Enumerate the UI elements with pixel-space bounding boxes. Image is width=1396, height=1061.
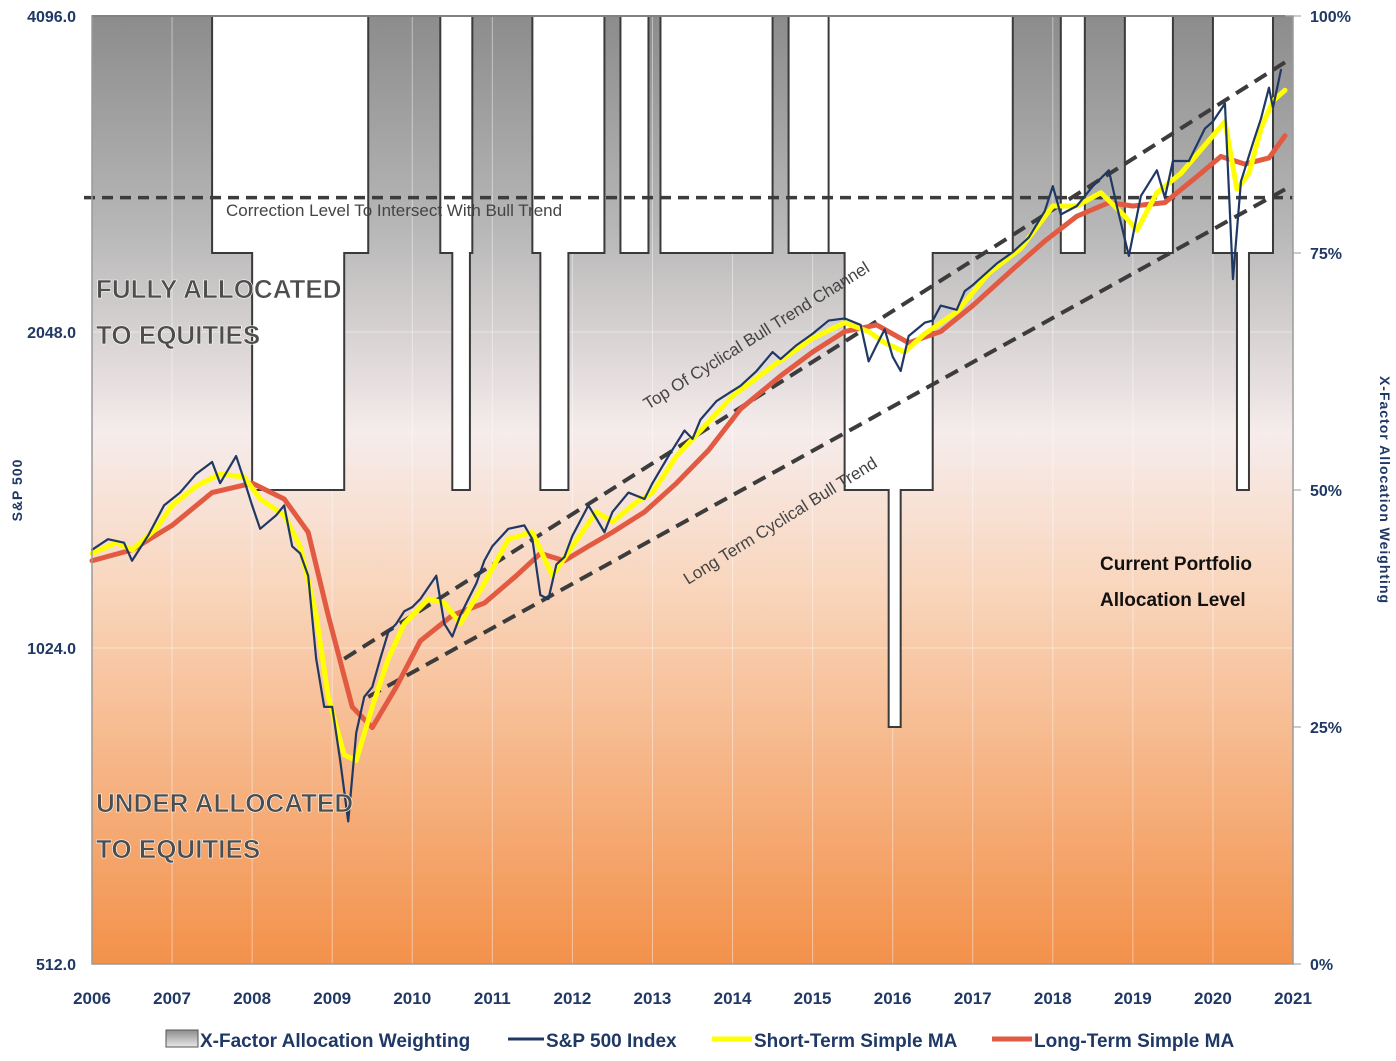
reference-lines <box>84 60 1293 699</box>
short-term-ma-line <box>89 87 1288 764</box>
x-tick-label: 2012 <box>553 989 591 1008</box>
x-tick-label: 2013 <box>634 989 672 1008</box>
x-tick-label: 2011 <box>474 989 511 1008</box>
x-tick-label: 2006 <box>73 989 111 1008</box>
left-tick-label: 2048.0 <box>27 325 76 342</box>
right-tick-label: 75% <box>1310 246 1342 263</box>
x-tick-label: 2009 <box>313 989 351 1008</box>
left-tick-label: 4096.0 <box>27 9 76 26</box>
x-tick-label: 2020 <box>1194 989 1232 1008</box>
under-allocated-label-1: UNDER ALLOCATED <box>96 788 353 818</box>
axis-ticks: 512.0 1024.0 2048.0 4096.0 0% 25% 50% 75% 100% 20… <box>27 9 1351 1008</box>
x-tick-label: 2008 <box>233 989 271 1008</box>
legend-label-short-ma: Short-Term Simple MA <box>754 1031 958 1052</box>
legend-label-sp500: S&P 500 Index <box>546 1031 677 1052</box>
x-tick-label: 2015 <box>794 989 832 1008</box>
correction-level-label: Correction Level To Intersect With Bull … <box>226 201 562 220</box>
top-channel-line <box>343 60 1287 661</box>
x-tick-label: 2019 <box>1114 989 1152 1008</box>
fully-allocated-label-1: FULLY ALLOCATED <box>96 274 342 304</box>
current-allocation-label-1: Current Portfolio <box>1100 554 1252 575</box>
x-tick-label: 2018 <box>1034 989 1072 1008</box>
left-axis-title: S&P 500 <box>9 459 25 522</box>
x-tick-label: 2007 <box>153 989 191 1008</box>
legend-swatch-x-factor <box>165 1029 199 1048</box>
left-tick-label: 512.0 <box>36 957 76 974</box>
x-tick-label: 2017 <box>954 989 992 1008</box>
current-allocation-label-2: Allocation Level <box>1100 590 1246 611</box>
right-tick-label: 50% <box>1310 483 1342 500</box>
right-axis-title: X-Factor Allocation Weighting <box>1377 376 1393 604</box>
legend: X-Factor Allocation Weighting S&P 500 In… <box>165 1029 1234 1052</box>
sp500-index-line <box>90 68 1283 823</box>
under-allocated-label-2: TO EQUITIES <box>96 834 260 864</box>
series-lines <box>89 68 1288 823</box>
x-tick-label: 2010 <box>393 989 431 1008</box>
x-tick-label: 2021 <box>1274 989 1312 1008</box>
legend-label-x-factor: X-Factor Allocation Weighting <box>200 1031 470 1052</box>
right-tick-label: 25% <box>1310 720 1342 737</box>
right-tick-label: 0% <box>1310 957 1333 974</box>
fully-allocated-label-2: TO EQUITIES <box>96 320 260 350</box>
legend-label-long-ma: Long-Term Simple MA <box>1034 1031 1234 1052</box>
x-tick-label: 2014 <box>714 989 752 1008</box>
left-tick-label: 1024.0 <box>27 641 76 658</box>
x-tick-label: 2016 <box>874 989 912 1008</box>
right-tick-label: 100% <box>1310 9 1351 26</box>
